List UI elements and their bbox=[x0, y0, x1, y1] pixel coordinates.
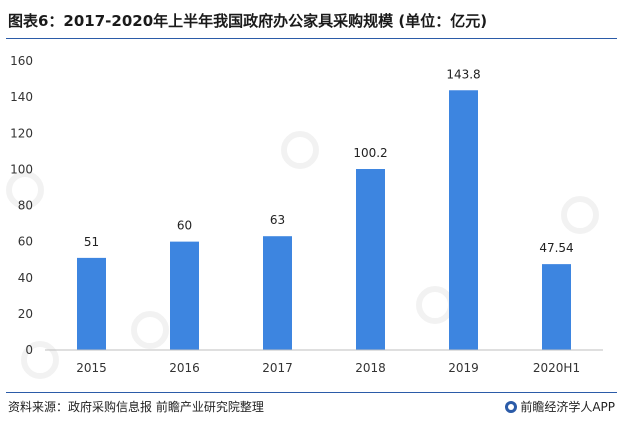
y-tick-label: 160 bbox=[10, 54, 33, 68]
watermark-mark bbox=[6, 171, 44, 209]
data-label: 60 bbox=[177, 219, 192, 233]
x-tick-label: 2016 bbox=[169, 361, 200, 375]
bar bbox=[77, 257, 106, 350]
y-tick-label: 80 bbox=[18, 199, 33, 213]
x-tick-label: 2020H1 bbox=[533, 361, 580, 375]
y-tick-label: 20 bbox=[18, 307, 33, 321]
watermark-mark bbox=[561, 196, 599, 234]
bars-group: 51 60 63 100.2 143.8 47.54 bbox=[77, 67, 574, 351]
watermark-mark bbox=[21, 341, 59, 379]
brand-credit: 前瞻经济学人APP bbox=[505, 398, 615, 415]
data-label: 51 bbox=[84, 235, 99, 249]
data-label: 47.54 bbox=[539, 241, 573, 255]
chart-title: 图表6：2017-2020年上半年我国政府办公家具采购规模 (单位：亿元) bbox=[8, 12, 488, 30]
x-tick-label: 2018 bbox=[355, 361, 386, 375]
x-axis: 2015 2016 2017 2018 2019 2020H1 bbox=[45, 349, 603, 375]
watermark-mark bbox=[281, 131, 319, 169]
data-label: 143.8 bbox=[446, 67, 480, 81]
y-tick-label: 0 bbox=[25, 343, 33, 357]
y-tick-label: 100 bbox=[10, 162, 33, 176]
brand-logo-icon bbox=[505, 400, 518, 413]
watermark-mark bbox=[416, 286, 454, 324]
bar bbox=[356, 169, 385, 350]
source-note: 资料来源：政府采购信息报 前瞻产业研究院整理 bbox=[8, 400, 264, 414]
brand-name: 前瞻经济学人APP bbox=[520, 400, 615, 414]
y-tick-label: 40 bbox=[18, 271, 33, 285]
watermark-mark bbox=[131, 311, 169, 349]
y-axis: 0 20 40 60 80 100 120 140 160 bbox=[10, 54, 33, 357]
bar bbox=[449, 90, 478, 351]
bar bbox=[263, 236, 292, 350]
bar-chart: 0 20 40 60 80 100 120 140 160 51 60 63 100.2 143.8 47… bbox=[6, 54, 603, 379]
x-tick-label: 2019 bbox=[448, 361, 479, 375]
data-label: 100.2 bbox=[353, 146, 387, 160]
bar bbox=[542, 264, 571, 350]
title-divider bbox=[6, 38, 617, 39]
data-label: 63 bbox=[270, 213, 285, 227]
y-tick-label: 140 bbox=[10, 90, 33, 104]
footer-divider bbox=[6, 392, 617, 393]
x-tick-label: 2015 bbox=[76, 361, 107, 375]
x-tick-label: 2017 bbox=[262, 361, 293, 375]
y-tick-label: 120 bbox=[10, 126, 33, 140]
watermark-layer bbox=[6, 131, 599, 379]
y-tick-label: 60 bbox=[18, 235, 33, 249]
bar bbox=[170, 241, 199, 350]
